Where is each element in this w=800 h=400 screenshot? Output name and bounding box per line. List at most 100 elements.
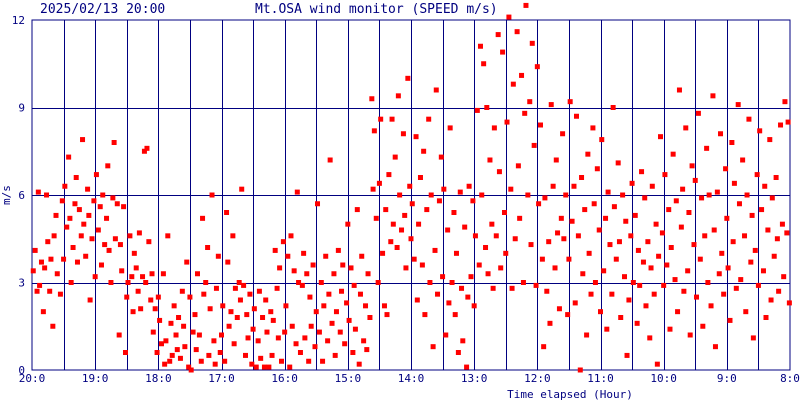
data-point [765, 227, 771, 233]
data-point [676, 87, 682, 93]
data-point [599, 137, 605, 143]
data-point [675, 309, 681, 315]
data-point [184, 259, 190, 265]
data-point [588, 291, 594, 297]
data-point [291, 268, 297, 274]
data-point [691, 242, 697, 248]
data-point [479, 192, 485, 198]
data-point [67, 215, 73, 221]
data-point [222, 358, 228, 364]
data-point [100, 192, 106, 198]
data-point [395, 93, 401, 99]
data-point [211, 338, 217, 344]
data-point [708, 303, 714, 309]
data-point [72, 201, 78, 207]
data-point [307, 294, 313, 300]
data-point [275, 335, 281, 341]
data-point [658, 134, 664, 140]
data-point [647, 335, 653, 341]
data-point [686, 210, 692, 215]
data-point [152, 306, 158, 312]
data-point [749, 212, 755, 218]
data-point [697, 256, 703, 262]
data-point [471, 303, 477, 309]
data-point [53, 212, 59, 218]
data-point [465, 294, 471, 300]
data-point [426, 116, 432, 122]
data-point [472, 233, 478, 239]
data-point [786, 300, 792, 306]
data-point [375, 280, 381, 285]
data-point [279, 358, 285, 364]
data-point [613, 256, 619, 262]
data-point [356, 361, 362, 367]
data-point [604, 326, 610, 332]
data-point [533, 282, 539, 288]
data-point [508, 186, 514, 192]
data-point [447, 125, 453, 131]
data-point [50, 323, 56, 329]
data-point [662, 172, 668, 178]
data-point [293, 341, 299, 347]
data-point [687, 332, 693, 338]
data-point [194, 271, 200, 277]
data-point [220, 303, 226, 309]
data-point [59, 198, 65, 204]
data-point [287, 364, 293, 370]
data-point [370, 186, 376, 192]
data-point [695, 110, 701, 116]
data-point [699, 195, 705, 201]
data-point [552, 265, 558, 271]
data-point [721, 291, 727, 297]
data-point [302, 335, 308, 341]
data-point [205, 245, 211, 250]
data-point [742, 233, 748, 239]
data-point [182, 344, 188, 350]
data-point [365, 271, 371, 277]
data-point [217, 350, 223, 355]
data-point [718, 131, 724, 137]
data-point [784, 230, 790, 236]
data-point [332, 352, 338, 358]
data-point [247, 291, 253, 297]
data-point [500, 49, 506, 55]
data-point [591, 201, 597, 207]
data-point [62, 183, 68, 189]
x-axis-label: Time elapsed (Hour) [507, 388, 633, 400]
data-point [299, 282, 305, 288]
data-point [712, 344, 718, 350]
data-point [315, 201, 321, 207]
data-point [154, 350, 160, 355]
data-point [198, 358, 204, 364]
data-point [529, 40, 535, 46]
data-point [163, 338, 169, 344]
data-point [323, 253, 329, 259]
data-point [778, 122, 784, 128]
data-point [80, 137, 86, 143]
data-point [491, 125, 497, 131]
data-point [643, 303, 649, 309]
data-point [567, 99, 573, 105]
data-point [421, 148, 427, 154]
data-point [440, 274, 446, 280]
data-point [359, 253, 365, 259]
data-point [213, 285, 219, 291]
data-point [277, 265, 283, 271]
data-point [181, 323, 187, 329]
data-point [509, 285, 515, 291]
data-point [87, 297, 93, 303]
data-point [297, 350, 303, 355]
data-point [746, 116, 752, 122]
data-point [683, 125, 689, 131]
data-point [474, 107, 480, 113]
data-point [407, 183, 413, 189]
data-point [762, 183, 768, 189]
data-point [92, 274, 98, 280]
data-point [763, 315, 769, 320]
data-point [517, 215, 523, 221]
data-point [630, 280, 636, 285]
data-point [416, 221, 422, 227]
data-point [42, 265, 48, 271]
data-point [203, 280, 209, 285]
data-point [629, 180, 635, 186]
